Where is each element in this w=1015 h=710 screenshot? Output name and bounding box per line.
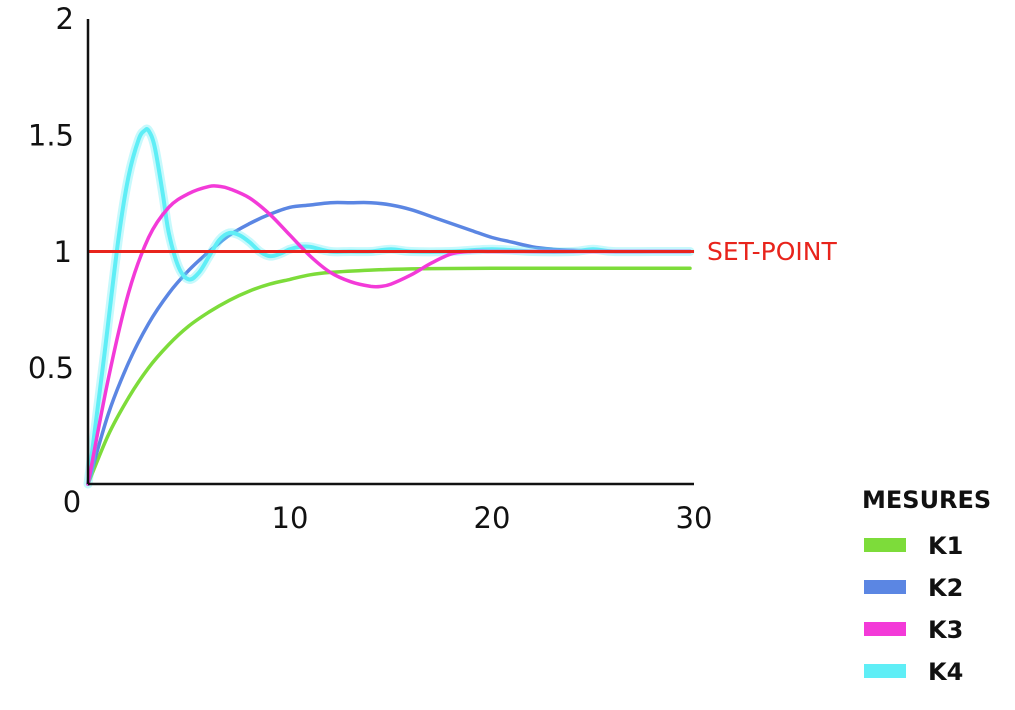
legend-items: K1 K2 K3 K4 bbox=[864, 532, 963, 686]
setpoint-label: SET-POINT bbox=[707, 237, 837, 266]
setpoint-tick-label: 1 bbox=[54, 235, 72, 269]
y-tick-labels: 2 1.5 0.5 bbox=[28, 2, 74, 385]
y-tick-label: 2 bbox=[56, 2, 74, 36]
series-k4-line bbox=[86, 127, 692, 486]
x-tick-labels: 10 20 30 bbox=[272, 501, 713, 535]
legend-swatch-k1 bbox=[864, 538, 906, 552]
legend-label-k2: K2 bbox=[928, 574, 963, 602]
legend: MESURES K1 K2 K3 K4 bbox=[862, 486, 991, 686]
legend-label-k3: K3 bbox=[928, 616, 963, 644]
origin-label: 0 bbox=[63, 485, 81, 519]
series-k2-line bbox=[86, 200, 692, 486]
y-tick-label: 0.5 bbox=[28, 351, 74, 385]
legend-label-k4: K4 bbox=[928, 658, 963, 686]
legend-swatch-k4 bbox=[864, 664, 906, 678]
legend-swatch-k2 bbox=[864, 580, 906, 594]
series-k4-glow bbox=[83, 124, 695, 489]
x-tick-label: 10 bbox=[272, 501, 309, 535]
series-k1-line bbox=[86, 266, 692, 486]
x-tick-label: 20 bbox=[474, 501, 511, 535]
legend-label-k1: K1 bbox=[928, 532, 963, 560]
legend-swatch-k3 bbox=[864, 622, 906, 636]
x-tick-label: 30 bbox=[676, 501, 713, 535]
legend-title: MESURES bbox=[862, 486, 991, 514]
series-layer bbox=[83, 124, 695, 489]
y-tick-label: 1.5 bbox=[28, 118, 74, 152]
